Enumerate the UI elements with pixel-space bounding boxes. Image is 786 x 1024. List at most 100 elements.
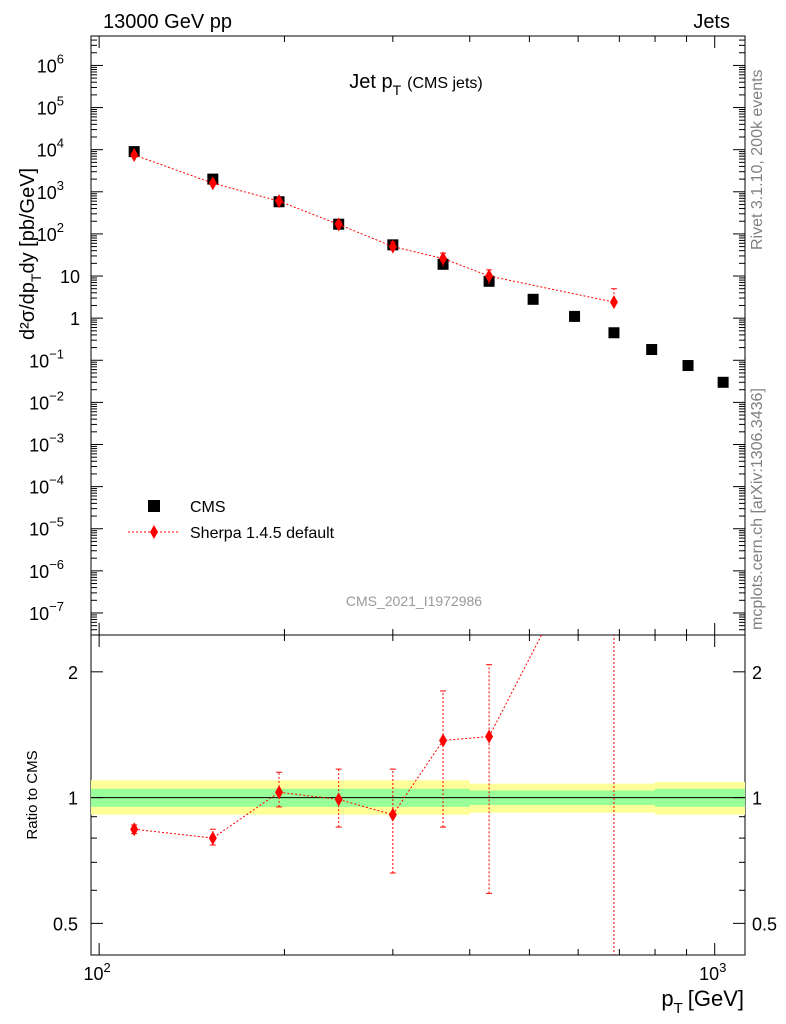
y-tick-label: 106 [37,51,64,76]
ratio-y-tick-label-left: 2 [68,663,78,683]
y-tick-label-exp: 5 [57,94,64,109]
sherpa-point [609,295,618,310]
y-tick-label: 10−7 [29,599,64,624]
cms-point [646,344,658,356]
y-tick-label-exp: 3 [57,178,64,193]
y-tick-label-base: 10 [37,183,57,203]
y-tick-label-exp: 2 [57,220,64,235]
y-tick-label-exp: −4 [49,473,64,488]
y-tick-label-base: 10 [37,141,57,161]
y-tick-label-base: 10 [29,436,49,456]
main-panel [90,35,746,636]
ratio-axis-label: Ratio to CMS [24,750,41,839]
sherpa-point [439,251,448,266]
mcplots-label: mcplots.cern.ch [arXiv:1306.3436] [749,388,766,630]
y-tick-label: 103 [37,178,64,203]
x-tick-label: 102 [84,960,111,984]
y-tick-label: 10 [60,267,80,287]
y-tick-label-exp: −1 [49,346,64,361]
x-axis-label-main: p [661,986,673,1011]
sherpa-point [388,239,397,254]
ratio-y-tick-label-left: 0.5 [53,914,78,934]
y-tick-label-exp: −3 [49,431,64,446]
ratio-data [130,488,618,955]
rivet-label: Rivet 3.1.10, 200k events [749,69,766,250]
cms-point [569,310,581,322]
ratio-sherpa-point [130,822,139,837]
analysis-watermark: CMS_2021_I1972986 [346,593,482,609]
sherpa-line [134,154,615,303]
ratio-sherpa-point [334,792,343,807]
y-tick-label: 105 [37,94,64,119]
x-tick-label-base: 10 [84,964,104,984]
y-axis-label-a: d²σ/dp [17,282,39,340]
plot-title: Jet pT (CMS jets) [349,71,482,98]
legend-cms-label: CMS [190,499,226,516]
ratio-y-tick-label-right: 1 [752,789,762,809]
y-tick-label-base: 10 [29,393,49,413]
y-tick-label: 10−6 [29,557,64,582]
ratio-y-tick-label-right: 2 [752,663,762,683]
ratio-bands [91,780,745,815]
header-left: 13000 GeV pp [103,11,232,33]
ratio-sherpa-point [610,488,618,502]
plot-title-note: (CMS jets) [407,75,483,92]
sherpa-point [208,176,217,191]
sherpa-point [130,147,139,162]
y-tick-label: 10−2 [29,388,64,413]
y-tick-label-base: 10 [60,267,80,287]
cms-point [527,293,539,305]
y-axis-label-sub: T [28,273,44,282]
y-tick-label: 10−4 [29,473,64,498]
ratio-sherpa-point [275,785,284,800]
x-axis-label-unit: [GeV] [688,986,744,1011]
y-tick-label-exp: −7 [49,599,64,614]
plot-title-main: Jet p [349,71,392,93]
ratio-sherpa-point [388,807,397,822]
cms-point [717,376,729,388]
ratio-sherpa-point [485,729,494,744]
main-data [128,146,729,388]
y-tick-label-exp: −2 [49,388,64,403]
y-axis-label: d²σ/dpTdy [pb/GeV] [17,168,44,340]
x-axis-label: pT [GeV] [661,986,744,1017]
y-tick-label-base: 10 [29,478,49,498]
y-tick-label-base: 10 [29,562,49,582]
x-axis-label-sub: T [674,1000,683,1017]
y-tick-label-exp: 6 [57,51,64,66]
x-tick-label: 103 [699,960,726,984]
legend-sherpa-label: Sherpa 1.4.5 default [190,525,335,542]
x-tick-label-base: 10 [699,964,719,984]
sherpa-point [485,269,494,284]
y-tick-label: 1 [70,309,80,329]
y-tick-label-base: 1 [70,309,80,329]
legend-cms-marker [148,500,160,512]
y-tick-label-base: 10 [29,604,49,624]
y-tick-label-exp: 4 [57,136,64,151]
plot-title-sub: T [393,82,402,98]
y-tick-label: 10−1 [29,346,64,371]
x-tick-label-exp: 3 [719,960,726,975]
ratio-sherpa-point [439,733,448,748]
sherpa-point [334,217,343,232]
y-tick-label-base: 10 [37,56,57,76]
legend: CMS Sherpa 1.4.5 default [128,499,335,542]
ratio-panel [90,488,746,956]
ratio-y-tick-label-left: 1 [68,789,78,809]
y-tick-label-base: 10 [29,520,49,540]
y-tick-label: 10−3 [29,431,64,456]
y-tick-label-base: 10 [29,351,49,371]
main-frame [90,35,746,636]
band-inner [91,788,745,807]
legend-sherpa-marker [150,525,158,539]
x-tick-label-exp: 2 [104,960,111,975]
y-tick-label-base: 10 [37,99,57,119]
y-tick-label-exp: −5 [49,515,64,530]
header-right: Jets [693,11,730,33]
cms-point [682,360,694,372]
y-tick-label-base: 10 [37,225,57,245]
ratio-y-tick-label-right: 0.5 [752,914,777,934]
y-tick-label: 10−5 [29,515,64,540]
cms-point [608,327,620,339]
